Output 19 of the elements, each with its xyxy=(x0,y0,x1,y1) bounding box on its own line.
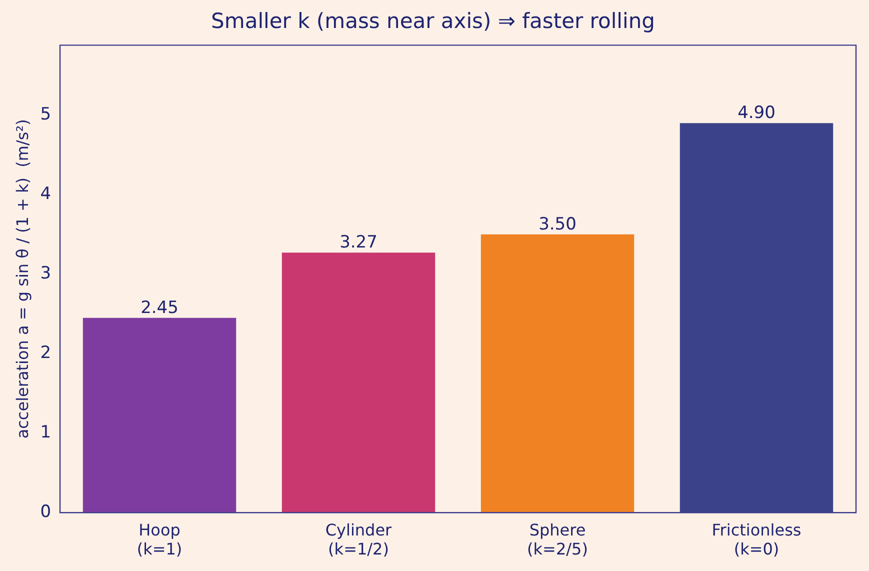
x-tick-label: Cylinder (k=1/2) xyxy=(325,520,392,559)
data-label: 2.45 xyxy=(140,298,178,318)
y-tick-label: 4 xyxy=(40,184,52,204)
x-tick-label: Sphere (k=2/5) xyxy=(527,520,588,559)
data-label: 3.50 xyxy=(538,214,576,234)
x-tick-label: Hoop (k=1) xyxy=(136,520,182,559)
y-tick-label: 1 xyxy=(40,422,52,443)
y-tick-label: 3 xyxy=(40,264,52,284)
chart-title: Smaller k (mass near axis) ⇒ faster rolling xyxy=(211,9,655,34)
y-axis-title: acceleration a = g sin θ / (1 + k) (m/s²) xyxy=(12,119,32,439)
bar xyxy=(82,318,236,513)
y-tick-label: 5 xyxy=(40,104,52,125)
y-tick-label: 2 xyxy=(40,343,52,364)
data-label: 3.27 xyxy=(340,232,378,253)
x-tick-label: Frictionless (k=0) xyxy=(712,520,802,559)
y-tick-label: 0 xyxy=(40,502,52,522)
bar xyxy=(480,234,634,513)
data-label: 4.90 xyxy=(738,103,776,124)
bar xyxy=(282,252,436,513)
